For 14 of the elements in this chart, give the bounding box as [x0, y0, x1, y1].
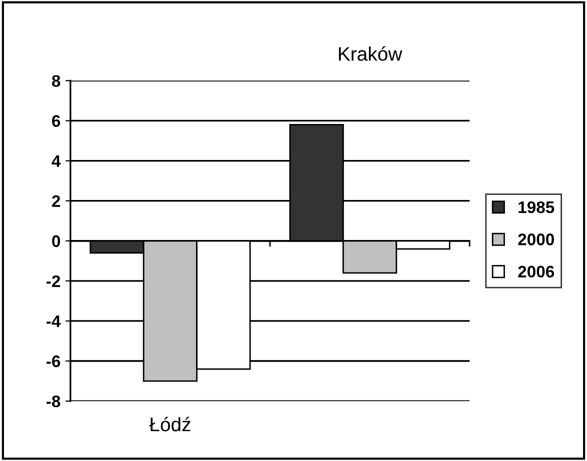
legend-label: 2000 — [518, 234, 554, 246]
y-tick-label: 6 — [52, 115, 60, 127]
y-tick-label: -4 — [46, 316, 61, 328]
x-tick-label: Kraków — [338, 46, 402, 61]
legend-label: 1985 — [518, 201, 554, 214]
y-tick-label: 8 — [52, 75, 60, 87]
y-tick-label: 4 — [52, 155, 61, 167]
y-tick-label: 0 — [52, 235, 60, 248]
x-tick-label: Łódź — [149, 416, 190, 432]
y-tick-label: -6 — [46, 355, 60, 368]
y-tick-label: -8 — [46, 395, 60, 408]
y-tick-label: -2 — [46, 275, 60, 287]
y-tick-label: 2 — [52, 195, 60, 207]
legend-label: 2006 — [518, 266, 554, 278]
